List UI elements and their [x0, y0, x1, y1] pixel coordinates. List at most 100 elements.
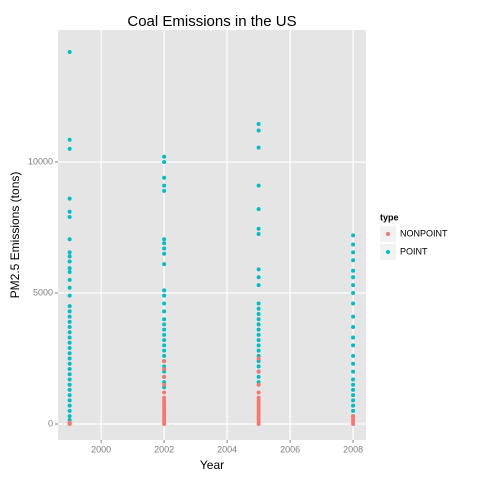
y-axis-label: PM2.5 Emissions (tons) [8, 172, 22, 299]
point [67, 325, 72, 330]
point [67, 408, 72, 413]
point [351, 387, 356, 392]
point [351, 258, 356, 263]
point [162, 322, 167, 327]
x-tick-label: 2006 [280, 444, 300, 454]
point [351, 325, 356, 330]
point [67, 372, 72, 377]
point [256, 207, 261, 212]
x-tick-label: 2008 [343, 444, 363, 454]
point [256, 317, 261, 322]
point [162, 159, 167, 164]
point [256, 348, 261, 353]
point [67, 250, 72, 255]
point [351, 393, 356, 398]
point [67, 377, 72, 382]
legend-label: POINT [400, 246, 428, 256]
point [162, 317, 167, 322]
point [67, 420, 72, 425]
point [67, 215, 72, 220]
point [256, 374, 261, 379]
point [256, 232, 261, 237]
point [256, 275, 261, 280]
point [351, 403, 356, 408]
point [67, 254, 72, 259]
point [351, 408, 356, 413]
point [162, 183, 167, 188]
point [256, 390, 261, 395]
point [256, 283, 261, 288]
point [162, 338, 167, 343]
point [162, 366, 167, 371]
panel [58, 30, 366, 440]
x-tick-label: 2002 [154, 444, 174, 454]
point [351, 268, 356, 273]
point [162, 421, 167, 426]
point [67, 335, 72, 340]
point [351, 353, 356, 358]
point [67, 49, 72, 54]
point [256, 145, 261, 150]
point [67, 314, 72, 319]
point [162, 237, 167, 242]
point [67, 356, 72, 361]
legend-marker [386, 232, 390, 236]
point [256, 327, 261, 332]
point [256, 306, 261, 311]
point [162, 301, 167, 306]
point [162, 309, 167, 314]
point [162, 241, 167, 246]
x-tick-label: 2000 [91, 444, 111, 454]
point [351, 343, 356, 348]
point [256, 338, 261, 343]
point [67, 346, 72, 351]
point [67, 196, 72, 201]
point [67, 237, 72, 242]
point [351, 377, 356, 382]
point [162, 353, 167, 358]
point [351, 382, 356, 387]
x-tick-label: 2004 [217, 444, 237, 454]
y-tick-label: 10000 [28, 156, 53, 166]
point [351, 301, 356, 306]
point [351, 421, 356, 426]
point [351, 242, 356, 247]
point [351, 335, 356, 340]
y-tick-label: 0 [48, 418, 53, 428]
point [67, 414, 72, 419]
point [256, 183, 261, 188]
point [351, 283, 356, 288]
point [162, 288, 167, 293]
point [67, 403, 72, 408]
point [162, 188, 167, 193]
point [351, 314, 356, 319]
point [256, 421, 261, 426]
point [351, 369, 356, 374]
point [256, 122, 261, 127]
point [67, 277, 72, 282]
point [67, 259, 72, 264]
point [67, 137, 72, 142]
point [162, 382, 167, 387]
point [256, 356, 261, 361]
point [162, 154, 167, 159]
point [67, 387, 72, 392]
point [162, 390, 167, 395]
legend-title: type [380, 212, 399, 222]
point [162, 332, 167, 337]
point [67, 266, 72, 271]
legend-label: NONPOINT [400, 228, 448, 238]
point [67, 293, 72, 298]
point [256, 311, 261, 316]
y-tick-label: 5000 [33, 287, 53, 297]
point [256, 128, 261, 133]
point [67, 319, 72, 324]
x-axis-label: Year [200, 458, 224, 472]
point [67, 361, 72, 366]
point [351, 290, 356, 295]
point [162, 343, 167, 348]
point [162, 374, 167, 379]
point [67, 309, 72, 314]
point [351, 250, 356, 255]
point [67, 351, 72, 356]
